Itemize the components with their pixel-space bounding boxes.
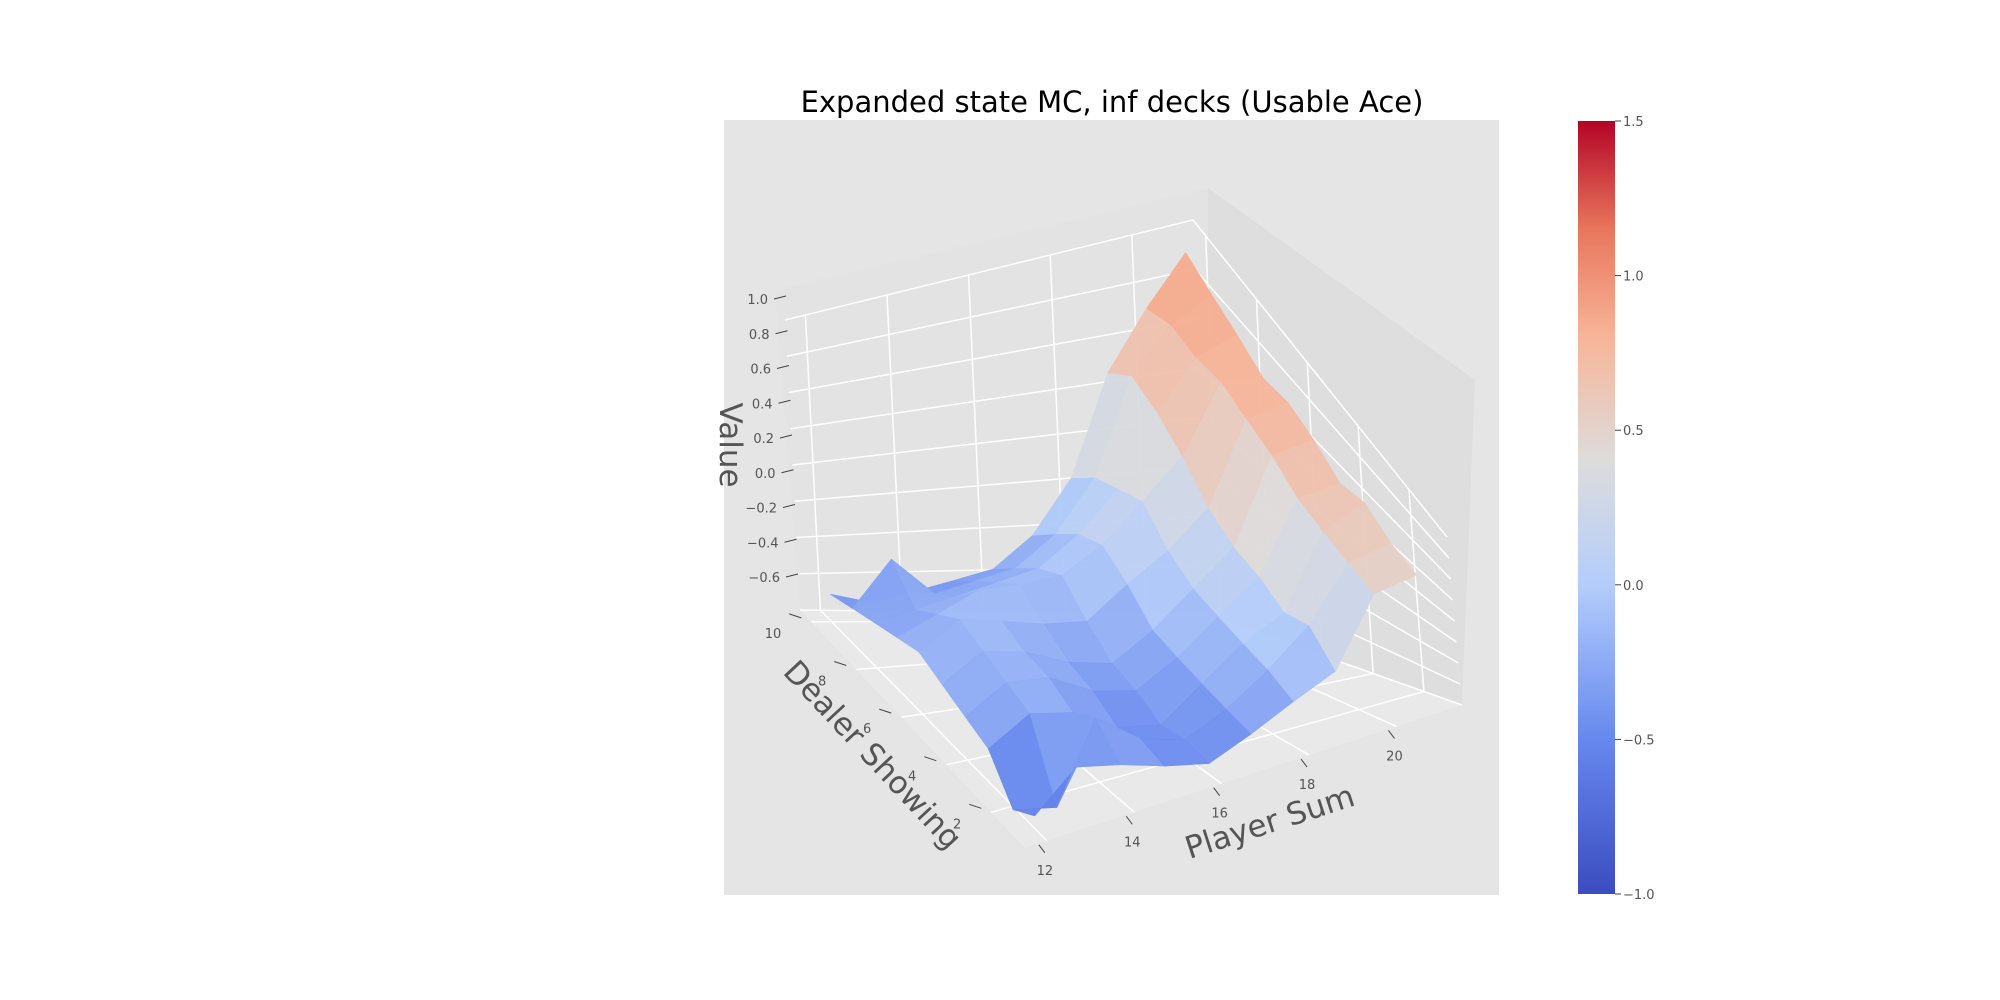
dealer-tick-mark	[969, 803, 982, 809]
colorbar-tick-label: 0.5	[1623, 424, 1644, 439]
z-tick-label: 0.2	[753, 432, 774, 447]
colorbar-tick-label: 1.5	[1623, 115, 1644, 130]
player-tick-label: 16	[1211, 807, 1228, 822]
dealer-tick-label: 4	[908, 770, 916, 785]
dealer-tick-mark	[924, 756, 937, 762]
z-tick-mark	[778, 399, 791, 404]
player-axis-ticks: 12 14 16 18 20	[1037, 730, 1403, 879]
z-tick-label: −0.2	[745, 502, 777, 517]
z-tick-mark	[781, 469, 794, 474]
value-surface	[830, 251, 1418, 817]
side-grid-line	[1192, 219, 1448, 538]
colorbar-tick-label: 1.0	[1623, 270, 1644, 285]
player-tick-label: 20	[1386, 749, 1403, 764]
colorbar-tick-label: 0.0	[1623, 579, 1644, 594]
player-tick-mark	[1213, 787, 1221, 796]
z-tick-mark	[775, 330, 788, 335]
dealer-tick-label: 8	[818, 675, 826, 690]
dealer-tick-mark	[879, 708, 892, 714]
dealer-tick-label: 2	[953, 817, 961, 832]
z-tick-mark	[782, 504, 796, 508]
z-tick-label: −0.4	[747, 536, 779, 551]
z-tick-mark	[776, 365, 790, 369]
colorbar-ticks: −1.0 −0.5 0.0 0.5 1.0 1.5	[1615, 115, 1655, 903]
dealer-axis-ticks: 2 4 6 8 10	[765, 613, 982, 832]
chart-title: Expanded state MC, inf decks (Usable Ace…	[801, 85, 1424, 119]
z-axis-ticks: −0.6 −0.4 −0.2 0.0 0.2 0.4 0.6 0.8 1.0	[745, 293, 799, 586]
surface-patch	[1348, 542, 1418, 595]
colorbar-tick-label: −1.0	[1623, 888, 1655, 903]
z-tick-label: 1.0	[747, 293, 768, 308]
player-tick-mark	[1388, 730, 1395, 739]
side-grid-line	[1194, 268, 1450, 559]
player-tick-mark	[1038, 844, 1046, 854]
back-grid-line	[788, 318, 1197, 394]
z-tick-mark	[785, 573, 799, 578]
z-tick-mark	[784, 538, 797, 543]
z-tick-label: 0.0	[755, 467, 776, 482]
player-tick-label: 14	[1124, 835, 1141, 850]
z-tick-mark	[773, 295, 787, 300]
dealer-tick-mark	[789, 613, 802, 619]
back-grid-line	[786, 268, 1196, 357]
dealer-tick-label: 10	[765, 627, 782, 642]
z-tick-label: 0.6	[750, 363, 771, 378]
z-tick-mark	[779, 434, 793, 439]
player-tick-label: 12	[1037, 864, 1054, 879]
back-grid-line	[784, 219, 1194, 321]
player-tick-label: 18	[1299, 778, 1316, 793]
z-tick-label: 0.4	[752, 397, 773, 412]
z-tick-label: 0.8	[749, 328, 770, 343]
z-tick-label: −0.6	[748, 571, 780, 586]
colorbar	[1578, 121, 1615, 894]
z-axis-label: Value	[712, 402, 748, 487]
player-tick-mark	[1125, 815, 1133, 825]
floor-grid-line	[819, 609, 1048, 842]
dealer-tick-mark	[834, 661, 847, 666]
dealer-tick-label: 6	[863, 722, 871, 737]
colorbar-tick-label: −0.5	[1623, 733, 1655, 748]
player-tick-mark	[1300, 758, 1308, 768]
